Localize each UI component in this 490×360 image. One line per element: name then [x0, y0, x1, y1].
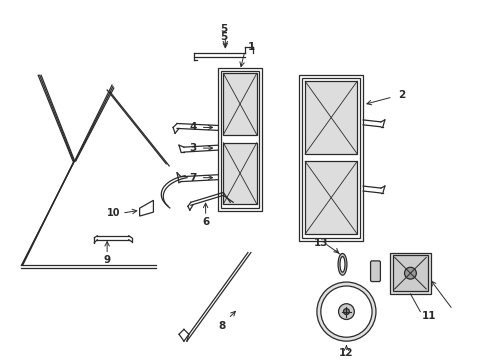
- Text: 12: 12: [339, 348, 354, 358]
- Bar: [302, 78, 360, 238]
- Text: 9: 9: [103, 255, 111, 265]
- Ellipse shape: [340, 256, 345, 272]
- Text: 1: 1: [248, 42, 255, 52]
- Text: 4: 4: [189, 122, 197, 132]
- Circle shape: [317, 282, 376, 341]
- Text: 5: 5: [220, 24, 227, 34]
- Circle shape: [405, 267, 416, 279]
- FancyBboxPatch shape: [370, 261, 380, 282]
- Circle shape: [343, 309, 349, 315]
- Text: 11: 11: [422, 311, 437, 320]
- Text: 5: 5: [220, 32, 227, 42]
- Text: 2: 2: [398, 90, 405, 100]
- Text: 3: 3: [190, 143, 197, 153]
- Bar: [223, 73, 257, 135]
- Bar: [223, 143, 257, 204]
- Text: 10: 10: [107, 208, 121, 218]
- Bar: [299, 75, 363, 241]
- Text: 6: 6: [202, 217, 209, 227]
- Bar: [390, 252, 431, 294]
- Bar: [305, 81, 357, 154]
- Text: 8: 8: [219, 321, 226, 331]
- Text: 7: 7: [189, 173, 197, 183]
- Ellipse shape: [338, 253, 347, 275]
- Bar: [305, 161, 357, 234]
- Circle shape: [321, 286, 372, 337]
- Bar: [221, 71, 259, 208]
- Circle shape: [339, 304, 354, 319]
- Bar: [392, 256, 428, 291]
- Text: 13: 13: [314, 238, 328, 248]
- Bar: [219, 68, 262, 211]
